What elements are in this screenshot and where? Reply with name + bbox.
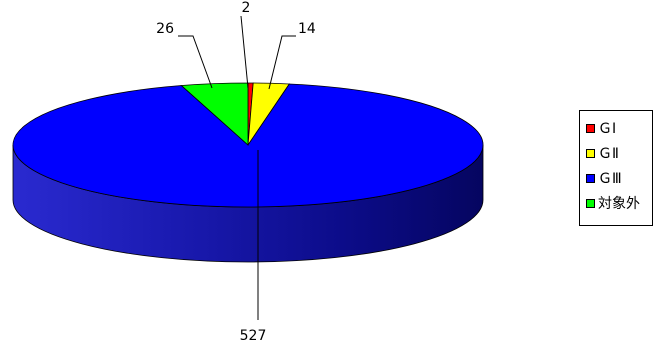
data-label-g1: 2 bbox=[242, 0, 251, 16]
chart-legend: ＧⅠ ＧⅡ ＧⅢ 対象外 bbox=[579, 110, 653, 226]
legend-item-g1: ＧⅠ bbox=[586, 117, 652, 139]
legend-label-other: 対象外 bbox=[598, 196, 640, 212]
legend-swatch-other bbox=[586, 198, 595, 208]
legend-label-g1: ＧⅠ bbox=[598, 121, 617, 137]
legend-item-other: 対象外 bbox=[586, 192, 652, 214]
legend-item-g2: ＧⅡ bbox=[586, 142, 652, 164]
pie-top-face bbox=[12, 82, 484, 208]
leader-line-g1 bbox=[240, 15, 249, 89]
data-label-other: 26 bbox=[156, 21, 174, 37]
legend-swatch-g2 bbox=[586, 148, 595, 158]
data-label-g2: 14 bbox=[298, 21, 316, 37]
legend-label-g3: ＧⅢ bbox=[598, 171, 622, 187]
legend-swatch-g3 bbox=[586, 173, 595, 183]
leader-lines bbox=[178, 15, 296, 320]
leader-line-other bbox=[178, 35, 213, 89]
legend-swatch-g1 bbox=[586, 123, 595, 133]
legend-item-g3: ＧⅢ bbox=[586, 167, 652, 189]
leader-line-g2 bbox=[268, 35, 296, 90]
data-labels: 2 14 527 26 bbox=[156, 0, 316, 344]
data-label-g3: 527 bbox=[240, 328, 267, 344]
legend-label-g2: ＧⅡ bbox=[598, 146, 619, 162]
